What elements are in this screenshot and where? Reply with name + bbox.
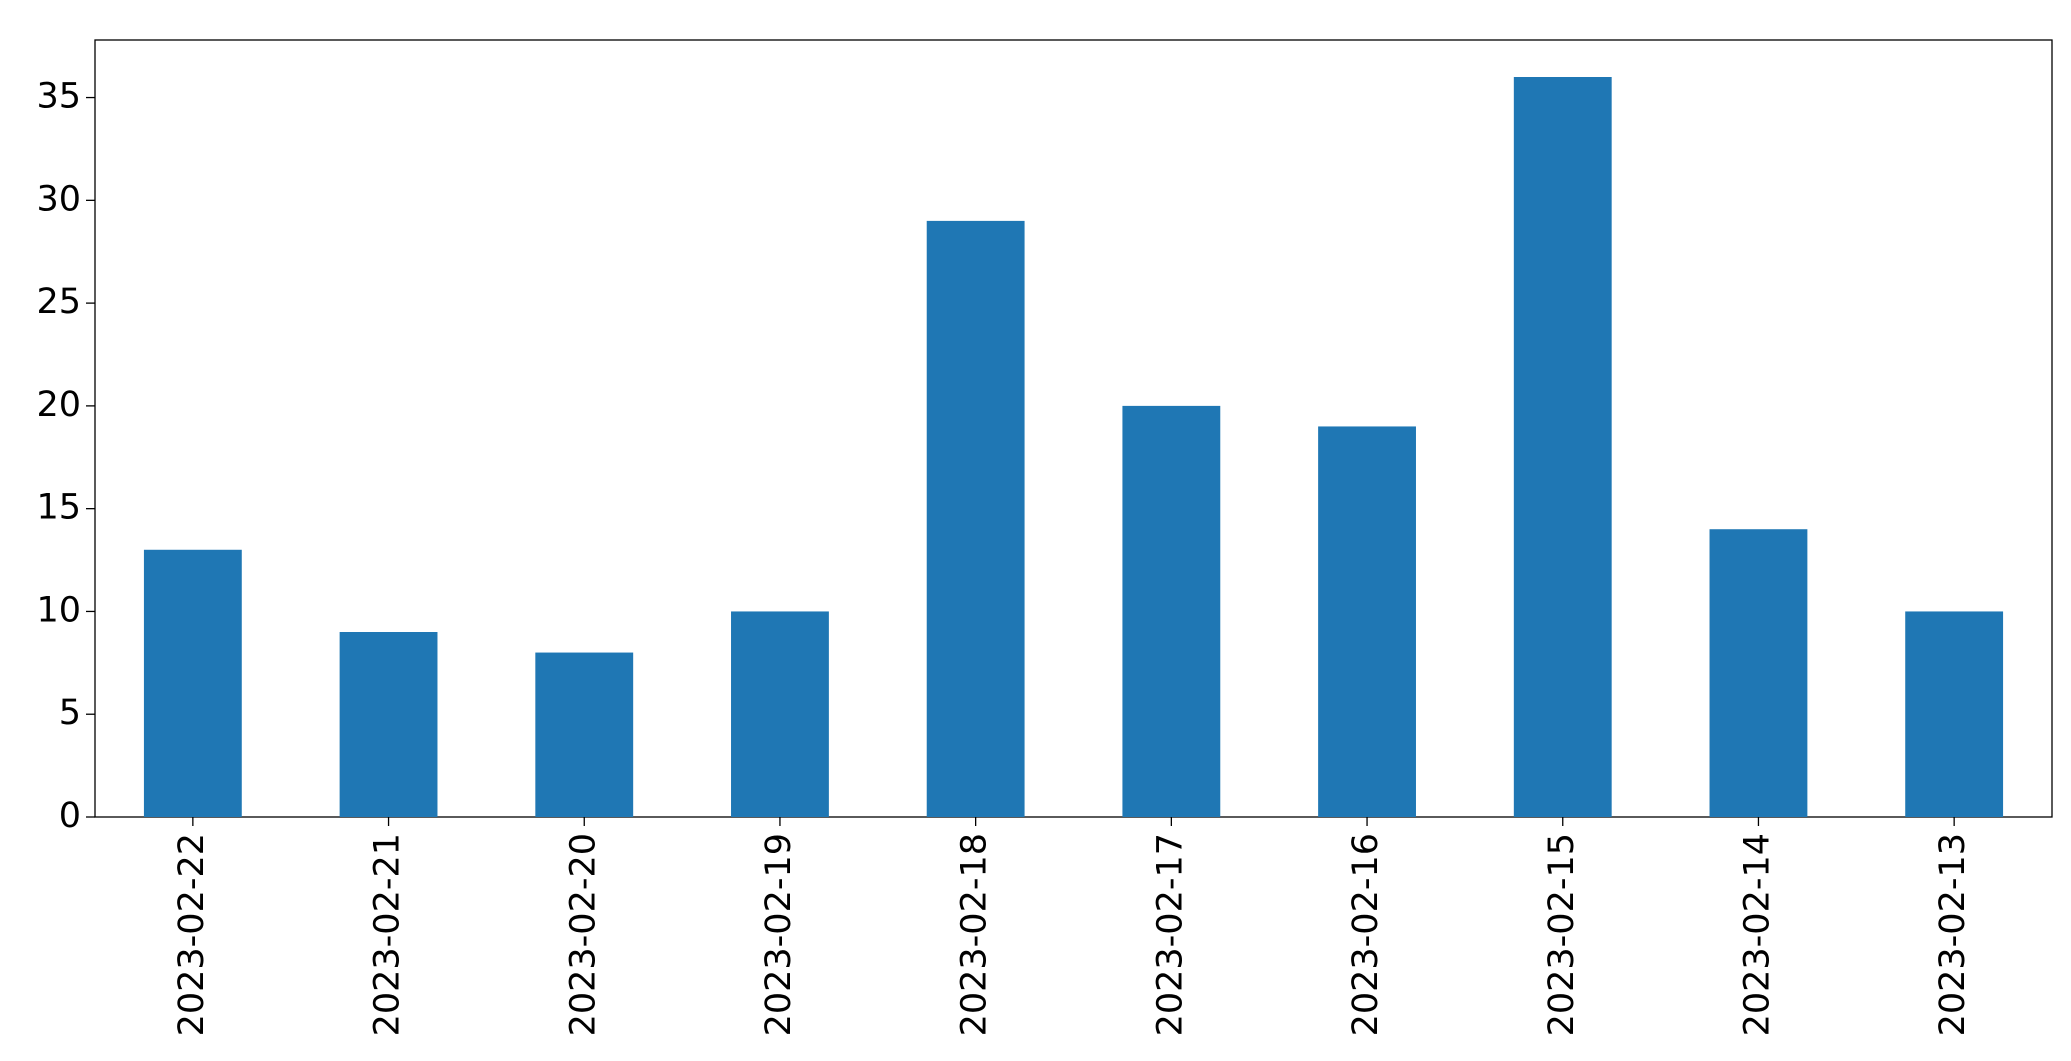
bar	[535, 652, 634, 817]
bar	[731, 611, 829, 817]
bar	[1905, 611, 2004, 817]
bar	[1318, 426, 1416, 817]
y-tick-label: 15	[36, 488, 81, 528]
y-tick-label: 30	[36, 179, 81, 219]
y-tick-label: 5	[59, 693, 81, 733]
y-tick-label: 35	[36, 77, 81, 117]
x-tick-label: 2023-02-17	[1150, 833, 1190, 1036]
x-tick-label: 2023-02-22	[172, 833, 212, 1036]
x-tick-label: 2023-02-21	[368, 833, 408, 1036]
x-tick-label: 2023-02-15	[1542, 833, 1582, 1036]
x-tick-label: 2023-02-13	[1933, 833, 1973, 1036]
x-tick-label: 2023-02-19	[759, 833, 799, 1036]
x-tick-label: 2023-02-20	[563, 833, 603, 1036]
x-tick-label: 2023-02-14	[1737, 833, 1777, 1036]
x-tick-label: 2023-02-16	[1346, 833, 1386, 1036]
bar	[143, 549, 242, 817]
bar	[1513, 77, 1612, 817]
bar	[1122, 405, 1221, 817]
y-tick-label: 20	[36, 385, 81, 425]
bar	[339, 632, 438, 817]
y-tick-label: 25	[36, 282, 81, 322]
y-tick-label: 10	[36, 590, 81, 630]
y-tick-label: 0	[59, 796, 81, 836]
bar	[1709, 529, 1808, 817]
plot-frame	[94, 39, 2053, 818]
bar	[926, 220, 1025, 817]
x-tick-label: 2023-02-18	[955, 833, 995, 1036]
